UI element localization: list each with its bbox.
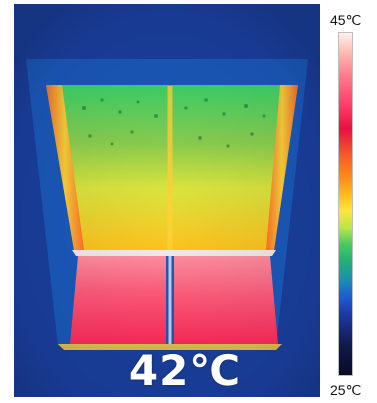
- vignette: [14, 4, 320, 397]
- temperature-readout: 42℃: [128, 346, 242, 395]
- thermal-image: 42℃: [14, 4, 320, 397]
- temperature-scale-bar: [338, 32, 353, 376]
- scale-max-label: 45℃: [330, 12, 362, 28]
- scale-min-label: 25℃: [330, 382, 362, 398]
